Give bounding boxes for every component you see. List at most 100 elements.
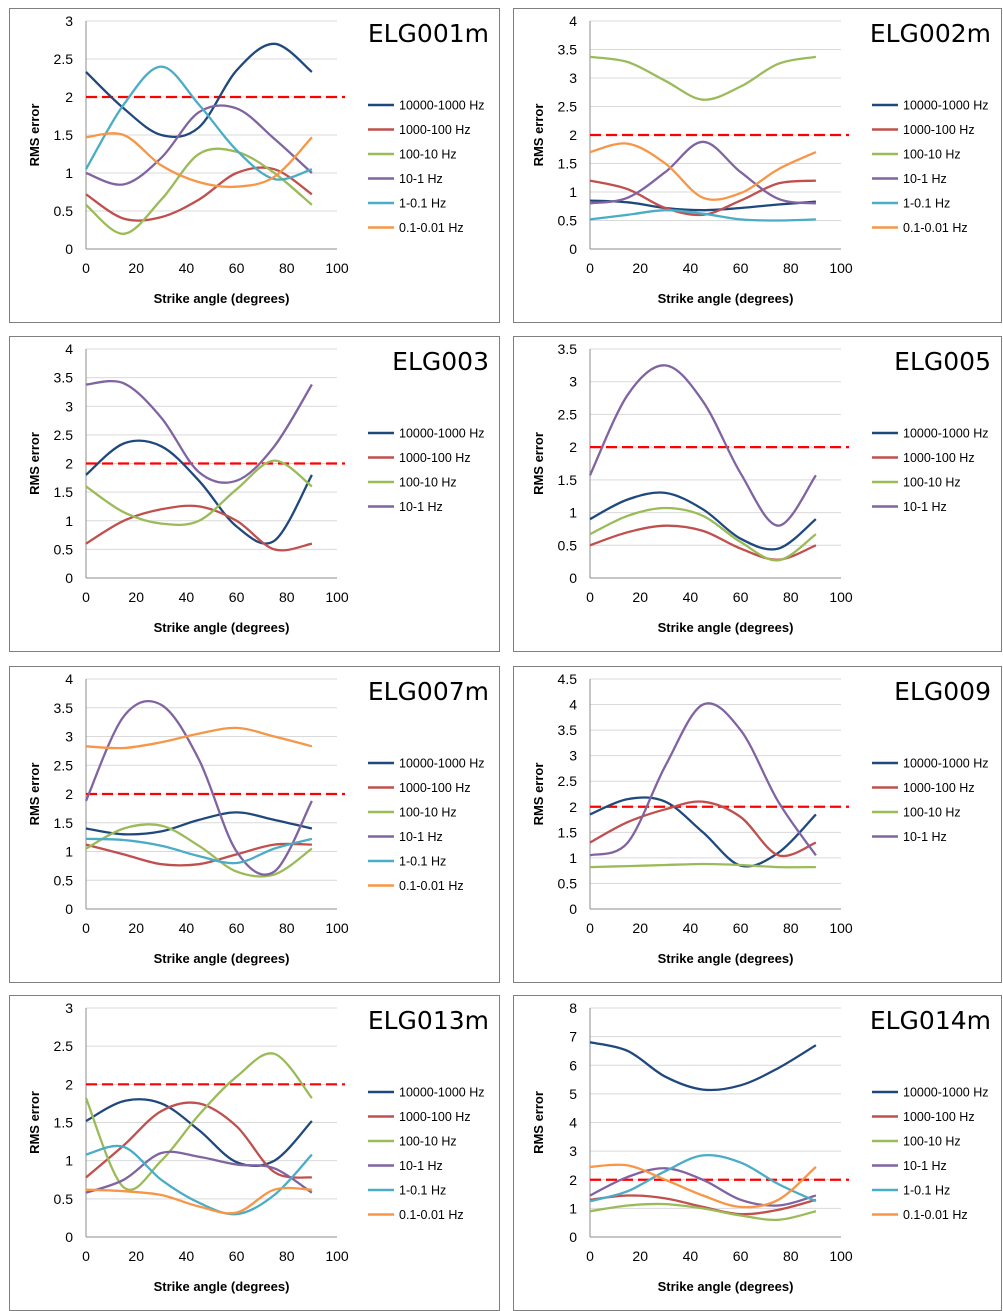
series-line-100-10-hz [589, 506, 817, 562]
y-tick-label: 4 [65, 671, 73, 687]
y-tick-label: 2 [569, 799, 577, 815]
y-tick-label: 3 [569, 1143, 577, 1159]
series-line-10000-1000-hz [589, 491, 817, 551]
x-tick-label: 80 [279, 920, 295, 936]
x-tick-label: 100 [325, 589, 349, 605]
chart-panel-elg003: 0 0.5 1 1.5 2 2.5 3 3.5 4 0 20 40 60 80 100 Strike angl… [9, 336, 500, 652]
y-tick-label: 2.5 [558, 406, 578, 422]
y-tick-label: 0.5 [54, 1191, 74, 1207]
x-axis-label: Strike angle (degrees) [658, 951, 794, 966]
y-tick-label: 4 [569, 697, 577, 713]
chart-panel-elg002m: 0 0.5 1 1.5 2 2.5 3 3.5 4 0 20 40 60 80 100 Strike angl… [513, 8, 1002, 323]
series-line-10000-1000-hz [85, 1098, 313, 1168]
series-line-1-0-1-hz [85, 1144, 313, 1216]
y-tick-label: 1 [569, 850, 577, 866]
x-tick-label: 100 [829, 920, 853, 936]
series-line-0-1-0-01-hz [85, 726, 313, 750]
y-axis-label: RMS error [531, 763, 546, 826]
series-line-100-10-hz [85, 823, 313, 878]
legend-label-100-10-hz: 100-10 Hz [399, 476, 457, 490]
chart-title: ELG005 [894, 347, 991, 376]
y-tick-label: 3.5 [558, 722, 578, 738]
legend-label-10-1-hz: 10-1 Hz [399, 1159, 443, 1173]
legend-label-10-1-hz: 10-1 Hz [399, 500, 443, 514]
series-line-1-0-1-hz [589, 1153, 817, 1203]
y-tick-label: 0.5 [54, 203, 74, 219]
y-tick-label: 2.5 [54, 1038, 74, 1054]
y-axis-label: RMS error [27, 104, 42, 167]
chart-title: ELG013m [368, 1006, 489, 1035]
x-tick-label: 80 [783, 260, 799, 276]
y-tick-label: 2 [569, 439, 577, 455]
x-tick-label: 60 [733, 920, 749, 936]
legend-label-100-10-hz: 100-10 Hz [399, 1135, 457, 1149]
y-tick-label: 1 [569, 184, 577, 200]
x-tick-label: 0 [586, 589, 594, 605]
x-tick-label: 20 [632, 1248, 648, 1264]
x-axis-label: Strike angle (degrees) [154, 1279, 290, 1294]
chart-panel-elg013m: 0 0.5 1 1.5 2 2.5 3 0 20 40 60 80 100 Strike angle (d… [9, 995, 500, 1311]
x-tick-label: 100 [829, 1248, 853, 1264]
legend-label-1-0-1-hz: 1-0.1 Hz [399, 197, 446, 211]
y-tick-label: 4 [569, 1115, 577, 1131]
series-line-1000-100-hz [85, 1101, 313, 1179]
chart-panel-elg009: 0 0.5 1 1.5 2 2.5 3 3.5 4 4.5 0 20 40 60 80 100 Strike a… [513, 666, 1002, 983]
y-tick-label: 3 [569, 748, 577, 764]
x-tick-label: 40 [683, 260, 699, 276]
x-tick-label: 60 [733, 260, 749, 276]
y-tick-label: 1 [65, 165, 73, 181]
y-tick-label: 0.5 [558, 213, 578, 229]
legend-label-10000-1000-hz: 10000-1000 Hz [903, 757, 988, 771]
legend-label-1-0-1-hz: 1-0.1 Hz [399, 855, 446, 869]
y-tick-label: 3.5 [54, 370, 74, 386]
legend-label-10000-1000-hz: 10000-1000 Hz [903, 427, 988, 441]
y-tick-label: 1.5 [558, 824, 578, 840]
series-line-10000-1000-hz [589, 1041, 817, 1092]
y-axis-label: RMS error [27, 763, 42, 826]
x-tick-label: 0 [586, 260, 594, 276]
y-tick-label: 1 [65, 1153, 73, 1169]
series-line-1000-100-hz [589, 1194, 817, 1216]
legend-label-0-1-0-01-hz: 0.1-0.01 Hz [399, 879, 464, 893]
y-tick-label: 0 [569, 241, 577, 257]
series-line-0-1-0-01-hz [589, 1163, 817, 1209]
y-tick-label: 1.5 [54, 815, 74, 831]
chart-title: ELG014m [870, 1006, 991, 1035]
legend-label-10000-1000-hz: 10000-1000 Hz [399, 427, 484, 441]
legend-label-1000-100-hz: 1000-100 Hz [903, 1110, 975, 1124]
legend-label-10000-1000-hz: 10000-1000 Hz [399, 99, 484, 113]
y-tick-label: 1.5 [558, 472, 578, 488]
legend-label-10-1-hz: 10-1 Hz [399, 830, 443, 844]
legend-label-1-0-1-hz: 1-0.1 Hz [903, 1184, 950, 1198]
x-tick-label: 0 [586, 1248, 594, 1264]
chart-title: ELG009 [894, 677, 991, 706]
y-tick-label: 3 [569, 374, 577, 390]
y-tick-label: 0.5 [54, 872, 74, 888]
legend-label-100-10-hz: 100-10 Hz [903, 476, 961, 490]
x-tick-label: 0 [82, 260, 90, 276]
series-line-100-10-hz [85, 147, 313, 235]
y-tick-label: 4 [65, 341, 73, 357]
x-axis-label: Strike angle (degrees) [658, 620, 794, 635]
series-line-1-0-1-hz [85, 837, 313, 865]
y-tick-label: 0 [65, 570, 73, 586]
y-tick-label: 0 [65, 1229, 73, 1245]
legend-label-1000-100-hz: 1000-100 Hz [903, 451, 975, 465]
y-tick-label: 0 [65, 901, 73, 917]
legend-label-1000-100-hz: 1000-100 Hz [399, 1110, 471, 1124]
chart-title: ELG003 [392, 347, 489, 376]
series-line-100-10-hz [85, 459, 313, 527]
series-line-0-1-0-01-hz [85, 132, 313, 189]
y-axis-label: RMS error [531, 432, 546, 495]
y-axis-label: RMS error [531, 1091, 546, 1154]
y-tick-label: 2 [569, 127, 577, 143]
legend-label-100-10-hz: 100-10 Hz [903, 806, 961, 820]
x-tick-label: 40 [179, 260, 195, 276]
series-line-100-10-hz [589, 1202, 817, 1222]
x-tick-label: 0 [586, 920, 594, 936]
series-line-10000-1000-hz [85, 811, 313, 836]
chart-svg-elg005: 0 0.5 1 1.5 2 2.5 3 3.5 0 20 40 60 80 100 Strike angle… [531, 341, 991, 635]
legend-label-10000-1000-hz: 10000-1000 Hz [399, 1086, 484, 1100]
x-tick-label: 80 [783, 589, 799, 605]
